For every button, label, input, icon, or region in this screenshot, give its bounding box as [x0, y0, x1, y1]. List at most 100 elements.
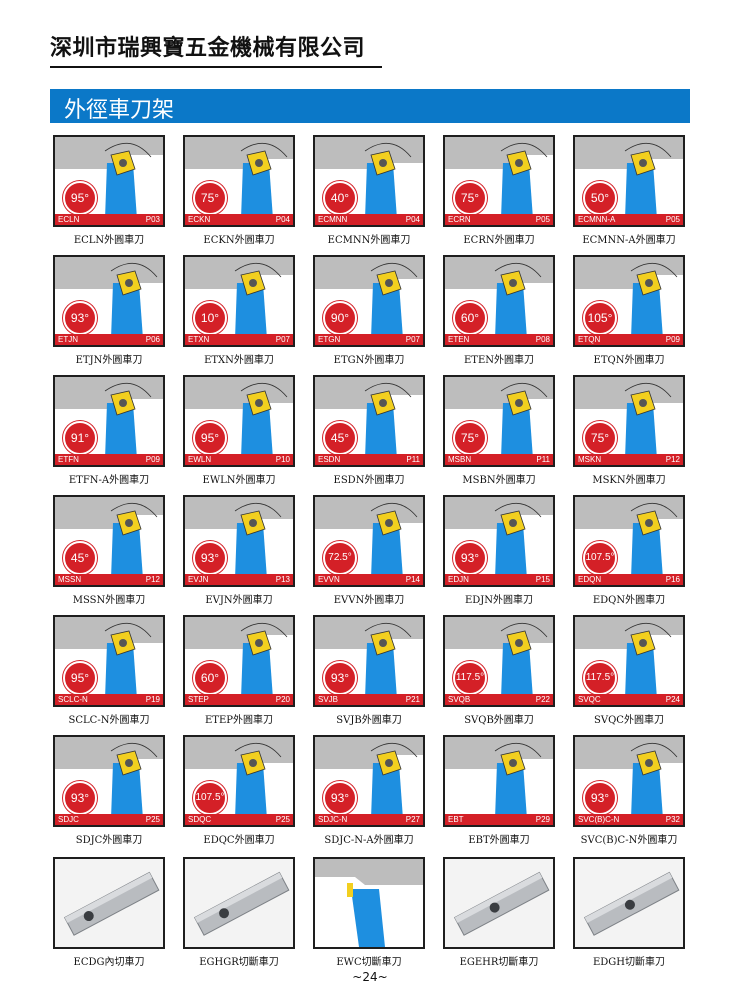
angle-badge: 117.5° — [583, 661, 617, 695]
tool-page-ref: P22 — [535, 695, 550, 704]
tool-diagram-card: 93° EDJN P15 — [443, 495, 555, 587]
code-bar: MSSN P12 — [55, 574, 163, 585]
angle-badge: 72.5° — [323, 541, 357, 575]
tool-page-ref: P03 — [145, 215, 160, 224]
code-bar: EBT P29 — [445, 814, 553, 825]
tool-caption: EWC切斷車刀 — [336, 957, 402, 968]
code-bar: SDQC P25 — [185, 814, 293, 825]
code-bar: ECLN P03 — [55, 214, 163, 225]
tool-caption: EDJN外圓車刀 — [464, 595, 534, 606]
tool-diagram-card: 93° EVJN P13 — [183, 495, 295, 587]
angle-badge: 105° — [583, 301, 617, 335]
angle-badge: 90° — [323, 301, 357, 335]
tool-caption: ETQN外圓車刀 — [593, 355, 665, 366]
code-bar: ECMNN-A P05 — [575, 214, 683, 225]
tool-caption: ECMNN外圓車刀 — [327, 235, 411, 246]
tool-diagram-card: 75° ECRN P05 — [443, 135, 555, 227]
tool-caption: EVJN外圓車刀 — [205, 595, 273, 606]
tool-diagram — [575, 737, 683, 819]
tool-diagram-card: 45° MSSN P12 — [53, 495, 165, 587]
tool-diagram — [55, 617, 163, 699]
tool-code: SDJC-N — [318, 815, 348, 824]
tool-diagram — [575, 137, 683, 219]
section-title: 外徑車刀架 — [64, 98, 175, 123]
tool-diagram — [445, 617, 553, 699]
tool-diagram — [185, 257, 293, 339]
angle-badge: 40° — [323, 181, 357, 215]
tool-diagram-card: 95° ECLN P03 — [53, 135, 165, 227]
tool-caption: EGEHR切斷車刀 — [459, 957, 539, 968]
tool-caption: SCLC-N外圓車刀 — [68, 715, 150, 726]
tool-diagram — [55, 737, 163, 819]
tool-code: ECLN — [58, 215, 80, 224]
tool-code: EVJN — [188, 575, 209, 584]
tool-diagram — [315, 377, 423, 459]
section-header-bar — [50, 89, 690, 123]
tool-diagram-card: 60° ETEN P08 — [443, 255, 555, 347]
tool-photo — [53, 857, 165, 949]
tool-diagram-card: 50° ECMNN-A P05 — [573, 135, 685, 227]
tool-caption: SVC(B)C-N外圓車刀 — [580, 835, 678, 846]
code-bar: SDJC P25 — [55, 814, 163, 825]
tool-diagram — [55, 137, 163, 219]
tool-code: SDJC — [58, 815, 79, 824]
tool-page-ref: P05 — [535, 215, 550, 224]
tool-page-ref: P06 — [145, 335, 160, 344]
angle-badge: 10° — [193, 301, 227, 335]
tool-page-ref: P08 — [535, 335, 550, 344]
code-bar: EWLN P10 — [185, 454, 293, 465]
code-bar: ECMNN P04 — [315, 214, 423, 225]
tool-code: ECMNN-A — [578, 215, 616, 224]
angle-badge: 93° — [63, 301, 97, 335]
code-bar: EVJN P13 — [185, 574, 293, 585]
tool-diagram-card: 72.5° EVVN P14 — [313, 495, 425, 587]
tool-diagram — [315, 137, 423, 219]
angle-badge: 117.5° — [453, 661, 487, 695]
tool-code: MSBN — [448, 455, 472, 464]
tool-diagram — [315, 617, 423, 699]
tool-page-ref: P09 — [665, 335, 680, 344]
angle-badge: 75° — [583, 421, 617, 455]
code-bar: ETEN P08 — [445, 334, 553, 345]
tool-code: ETQN — [578, 335, 601, 344]
tool-page-ref: P15 — [535, 575, 550, 584]
tool-photo — [183, 857, 295, 949]
tool-diagram-card: EBT P29 — [443, 735, 555, 827]
tool-caption: EVVN外圓車刀 — [333, 595, 405, 606]
tool-diagram-card: 93° SVC(B)C-N P32 — [573, 735, 685, 827]
tool-diagram-card: 95° SCLC-N P19 — [53, 615, 165, 707]
tool-code: SVQB — [448, 695, 471, 704]
tool-caption: EDQN外圓車刀 — [592, 595, 666, 606]
tool-code: SVJB — [318, 695, 339, 704]
angle-badge: 93° — [323, 661, 357, 695]
code-bar: SDJC-N P27 — [315, 814, 423, 825]
angle-badge: 93° — [323, 781, 357, 815]
tool-caption: MSKN外圓車刀 — [592, 475, 666, 486]
tool-diagram — [575, 257, 683, 339]
tool-code: STEP — [188, 695, 209, 704]
tool-photo — [313, 857, 425, 949]
tool-caption: EWLN外圓車刀 — [202, 475, 276, 486]
code-bar: ETJN P06 — [55, 334, 163, 345]
tool-page-ref: P05 — [665, 215, 680, 224]
angle-badge: 93° — [193, 541, 227, 575]
tool-diagram — [55, 257, 163, 339]
tool-page-ref: P10 — [275, 455, 290, 464]
tool-page-ref: P04 — [275, 215, 290, 224]
code-bar: ETFN P09 — [55, 454, 163, 465]
tool-caption: ETEP外圓車刀 — [205, 715, 273, 726]
code-bar: ECKN P04 — [185, 214, 293, 225]
tool-page-ref: P11 — [536, 455, 550, 464]
angle-badge: 45° — [323, 421, 357, 455]
tool-diagram — [185, 377, 293, 459]
code-bar: ETGN P07 — [315, 334, 423, 345]
tool-diagram — [185, 137, 293, 219]
company-underline — [50, 66, 382, 68]
tool-caption: ETXN外圓車刀 — [204, 355, 274, 366]
tool-code: EVVN — [318, 575, 340, 584]
tool-diagram — [575, 617, 683, 699]
tool-page-ref: P11 — [406, 455, 420, 464]
tool-caption: MSBN外圓車刀 — [462, 475, 536, 486]
code-bar: EVVN P14 — [315, 574, 423, 585]
angle-badge: 93° — [63, 781, 97, 815]
